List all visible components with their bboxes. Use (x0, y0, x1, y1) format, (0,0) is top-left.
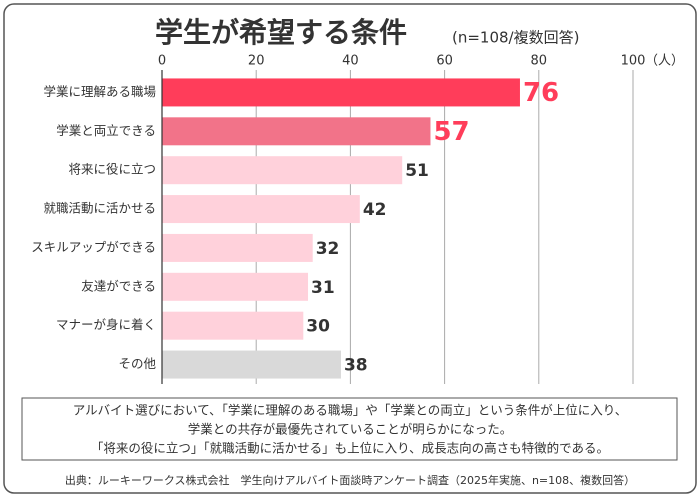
value-label: 32 (316, 239, 340, 259)
value-label: 76 (523, 78, 559, 108)
y-tick-label: その他 (118, 356, 156, 371)
bar (162, 78, 520, 107)
bar (162, 233, 313, 262)
note-box (21, 397, 678, 461)
y-tick-label: 将来に役に立つ (68, 162, 156, 177)
y-tick-label: 学業と両立できる (56, 123, 156, 138)
bar (162, 350, 341, 379)
value-label: 42 (363, 200, 387, 220)
bar (162, 272, 309, 301)
value-label: 38 (344, 356, 368, 376)
bar (162, 156, 403, 185)
value-label: 30 (306, 317, 330, 337)
bar (162, 311, 304, 340)
chart-subtitle: (n=108/複数回答) (452, 29, 579, 47)
chart-title: 学生が希望する条件 (155, 16, 407, 49)
note-line: 学業との共存が最優先されていることが明らかになった。 (188, 422, 513, 437)
x-tick-label: 40 (342, 54, 359, 69)
source: 出典：ルーキーワークス株式会社 学生向けアルバイト面談時アンケート調査（2025… (65, 473, 635, 487)
y-tick-label: 友達ができる (81, 278, 156, 293)
value-label: 31 (311, 278, 335, 298)
x-tick-label: 80 (531, 54, 548, 69)
x-axis-label: （人） (645, 54, 684, 69)
value-label: 51 (405, 161, 429, 181)
value-label: 57 (433, 117, 469, 147)
y-tick-label: 学業に理解ある職場 (43, 84, 156, 99)
note-line: 「将来の役に立つ」「就職活動に活かせる」も上位に入り、成長志向の高さも特徴的であ… (91, 441, 609, 456)
y-tick-label: スキルアップができる (31, 239, 156, 254)
y-tick-label: 就職活動に活かせる (43, 201, 156, 216)
x-tick-label: 0 (158, 54, 166, 69)
y-tick-label: マナーが身に着く (56, 317, 156, 332)
bar (162, 195, 360, 224)
bar (162, 117, 431, 146)
x-tick-label: 20 (248, 54, 265, 69)
x-tick-label: 100 (621, 54, 646, 69)
note-line: アルバイト選びにおいて、「学業に理解のある職場」や「学業との両立」という条件が上… (73, 403, 628, 418)
x-tick-label: 60 (436, 54, 453, 69)
